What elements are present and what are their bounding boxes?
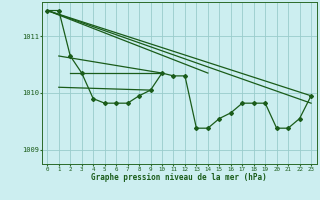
X-axis label: Graphe pression niveau de la mer (hPa): Graphe pression niveau de la mer (hPa) (91, 173, 267, 182)
